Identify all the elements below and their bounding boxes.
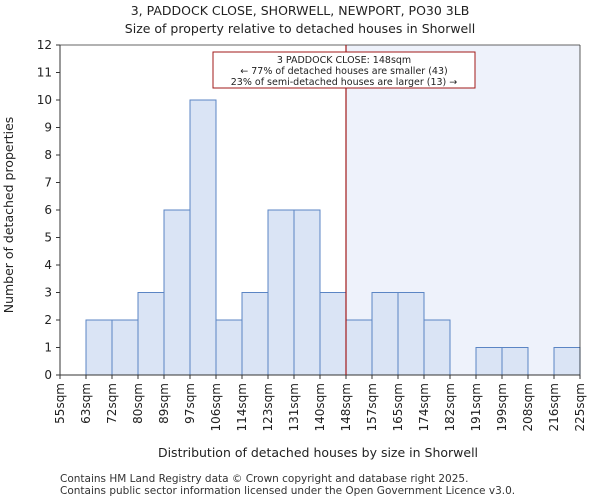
x-tick-label: 72sqm bbox=[105, 383, 119, 424]
bar-63sqm bbox=[85, 319, 113, 376]
x-tick-label: 55sqm bbox=[53, 383, 67, 424]
annotation-line-3: 23% of semi-detached houses are larger (… bbox=[231, 77, 458, 88]
x-tick-label: 63sqm bbox=[79, 383, 93, 424]
y-tick-label: 2 bbox=[44, 313, 52, 327]
chart-subtitle: Size of property relative to detached ho… bbox=[125, 21, 475, 36]
x-tick-label: 148sqm bbox=[339, 383, 353, 431]
y-tick-label: 11 bbox=[37, 66, 52, 80]
x-tick-label: 89sqm bbox=[157, 383, 171, 424]
x-tick-label: 114sqm bbox=[235, 383, 249, 431]
bar-174sqm bbox=[423, 319, 451, 376]
x-tick-label: 216sqm bbox=[547, 383, 561, 431]
x-tick-label: 123sqm bbox=[261, 383, 275, 431]
y-tick-label: 7 bbox=[44, 176, 52, 190]
bar-80sqm bbox=[137, 292, 165, 376]
bar-89sqm bbox=[163, 209, 191, 376]
y-axis-label: Number of detached properties bbox=[1, 117, 16, 314]
annotation-line-1: 3 PADDOCK CLOSE: 148sqm bbox=[277, 55, 411, 66]
annotation-box bbox=[212, 51, 476, 89]
x-tick-label: 97sqm bbox=[183, 383, 197, 424]
y-tick-label: 5 bbox=[44, 231, 52, 245]
y-tick-label: 6 bbox=[44, 203, 52, 217]
bar-131sqm bbox=[293, 209, 321, 376]
y-tick-label: 4 bbox=[44, 258, 52, 272]
bar-114sqm bbox=[241, 292, 269, 376]
y-tick-label: 3 bbox=[44, 286, 52, 300]
bar-148sqm bbox=[345, 319, 373, 376]
y-tick-label: 9 bbox=[44, 121, 52, 135]
x-tick-label: 182sqm bbox=[443, 383, 457, 431]
bar-123sqm bbox=[267, 209, 295, 376]
bar-72sqm bbox=[111, 319, 139, 376]
bar-97sqm bbox=[189, 99, 217, 376]
footer-line-1: Contains HM Land Registry data © Crown c… bbox=[60, 473, 468, 485]
y-tick-label: 8 bbox=[44, 148, 52, 162]
bar-157sqm bbox=[371, 292, 399, 376]
x-tick-label: 80sqm bbox=[131, 383, 145, 424]
y-tick-label: 12 bbox=[37, 38, 52, 52]
bar-191sqm bbox=[475, 347, 503, 376]
x-tick-label: 106sqm bbox=[209, 383, 223, 431]
x-tick-label: 174sqm bbox=[417, 383, 431, 431]
y-tick-label: 10 bbox=[37, 93, 52, 107]
x-tick-label: 199sqm bbox=[495, 383, 509, 431]
x-tick-label: 165sqm bbox=[391, 383, 405, 431]
annotation-line-2: ← 77% of detached houses are smaller (43… bbox=[240, 66, 447, 77]
x-tick-label: 225sqm bbox=[573, 383, 587, 431]
x-tick-label: 157sqm bbox=[365, 383, 379, 431]
x-axis-label: Distribution of detached houses by size … bbox=[158, 445, 478, 460]
bar-199sqm bbox=[501, 347, 529, 376]
x-tick-label: 140sqm bbox=[313, 383, 327, 431]
y-tick-label: 0 bbox=[44, 368, 52, 382]
x-tick-label: 131sqm bbox=[287, 383, 301, 431]
bar-216sqm bbox=[553, 347, 581, 376]
bar-165sqm bbox=[397, 292, 425, 376]
x-tick-label: 208sqm bbox=[521, 383, 535, 431]
footer-line-2: Contains public sector information licen… bbox=[60, 485, 515, 497]
bar-140sqm bbox=[319, 292, 347, 376]
chart-title: 3, PADDOCK CLOSE, SHORWELL, NEWPORT, PO3… bbox=[131, 3, 470, 18]
x-tick-label: 191sqm bbox=[469, 383, 483, 431]
bar-106sqm bbox=[215, 319, 243, 376]
y-tick-label: 1 bbox=[44, 341, 52, 355]
